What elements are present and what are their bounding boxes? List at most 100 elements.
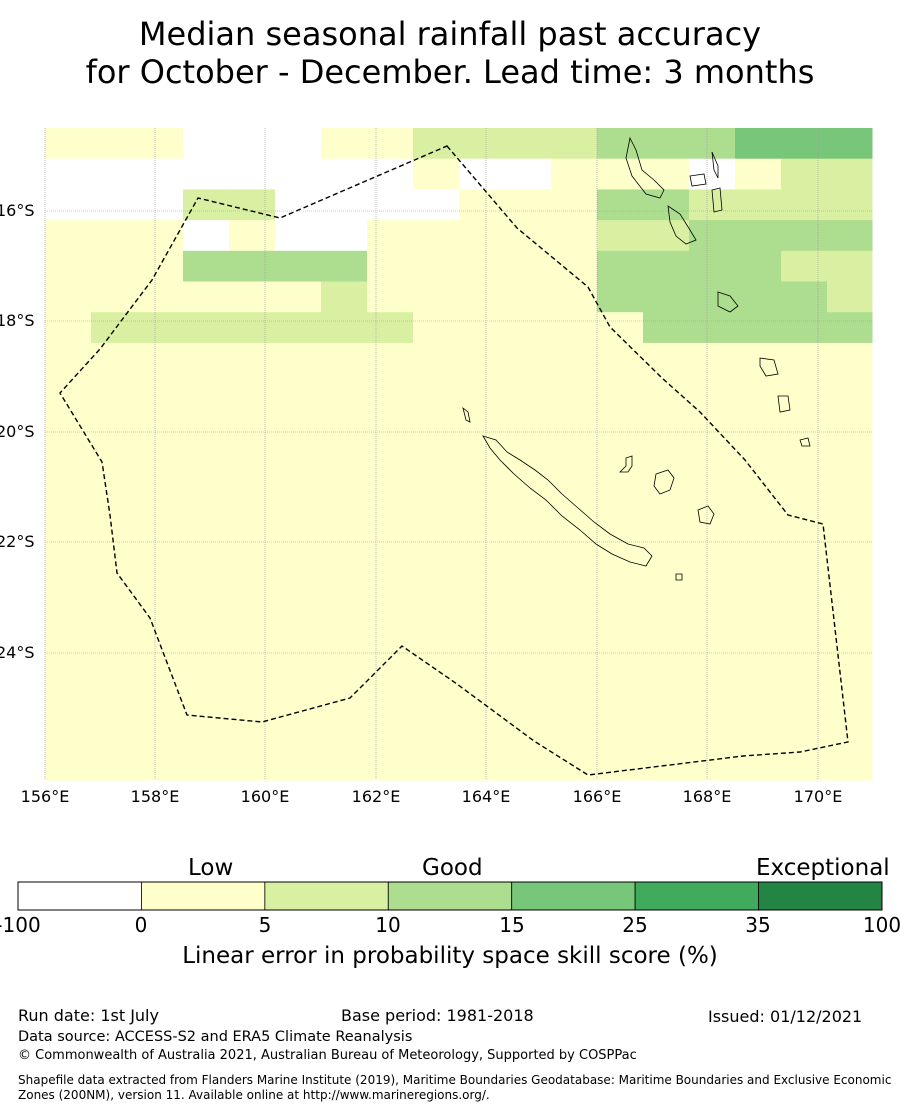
skill-cell (229, 619, 276, 651)
skill-cell (229, 465, 276, 497)
skill-cell (505, 649, 552, 682)
skill-cell (735, 649, 782, 682)
skill-cell (229, 496, 276, 528)
skill-cell (551, 496, 598, 528)
skill-cell (827, 435, 873, 467)
skill-cell (643, 649, 690, 682)
skill-cell (367, 742, 414, 774)
skill-cell (413, 772, 460, 781)
skill-cell (91, 373, 138, 405)
skill-cell (275, 250, 322, 282)
skill-cell (781, 557, 828, 589)
skill-cell (597, 649, 644, 682)
skill-cell (781, 649, 828, 682)
skill-cell (137, 158, 184, 190)
skill-cell (827, 711, 873, 743)
skill-cell (367, 220, 414, 252)
skill-cell (551, 404, 598, 436)
skill-cell (505, 128, 552, 160)
skill-cell (413, 404, 460, 436)
skill-cell (91, 312, 138, 344)
skill-cell (275, 189, 322, 221)
skill-cell (183, 588, 230, 620)
skill-cell (459, 250, 506, 282)
skill-cell (597, 128, 644, 160)
skill-cell (183, 711, 230, 743)
skill-cell (45, 772, 92, 781)
skill-cell (827, 588, 873, 620)
skill-cell (413, 312, 460, 344)
skill-cell (275, 588, 322, 620)
skill-cell (551, 557, 598, 589)
skill-cell (643, 342, 690, 375)
skill-cell (689, 527, 736, 559)
skill-cell (505, 711, 552, 743)
skill-cell (413, 189, 460, 221)
colorbar-segment (141, 881, 266, 911)
skill-cell (367, 711, 414, 743)
skill-cell (735, 680, 782, 712)
skill-cell (367, 404, 414, 436)
skill-cell (45, 435, 92, 467)
tick-5: 5 (258, 913, 272, 937)
skill-cell (459, 404, 506, 436)
pentecost-island (711, 151, 719, 179)
skill-cell (505, 680, 552, 712)
skill-cell (597, 588, 644, 620)
skill-cell (367, 281, 414, 313)
skill-cell (229, 342, 276, 375)
skill-cell (413, 281, 460, 313)
skill-cell (781, 588, 828, 620)
skill-cell (275, 772, 322, 781)
skill-cell (321, 312, 368, 344)
skill-cell (827, 772, 873, 781)
skill-cell (643, 588, 690, 620)
skill-cell (505, 435, 552, 467)
skill-cell (643, 557, 690, 589)
skill-cell (597, 220, 644, 252)
skill-cell (459, 619, 506, 651)
skill-cell (45, 742, 92, 774)
skill-cell (321, 250, 368, 282)
skill-cell (367, 465, 414, 497)
skill-cell (781, 342, 828, 375)
skill-cell (827, 312, 873, 344)
skill-cell (643, 527, 690, 559)
skill-cell (735, 158, 782, 190)
skill-cell (137, 772, 184, 781)
skill-cell (643, 496, 690, 528)
skill-cell (597, 281, 644, 313)
skill-cell (45, 527, 92, 559)
skill-cell (413, 465, 460, 497)
skill-cell (413, 250, 460, 282)
skill-cell (229, 281, 276, 313)
skill-cell (689, 465, 736, 497)
skill-cell (735, 619, 782, 651)
skill-cell (689, 373, 736, 405)
skill-cell (275, 435, 322, 467)
skill-cell (229, 772, 276, 781)
skill-cell (321, 742, 368, 774)
skill-cell (735, 220, 782, 252)
skill-cell (505, 496, 552, 528)
tick-35: 35 (745, 913, 771, 937)
skill-cell (735, 465, 782, 497)
skill-cell (229, 711, 276, 743)
skill-cell (735, 128, 782, 160)
skill-cell (137, 496, 184, 528)
skill-cell (321, 342, 368, 375)
skill-cell (551, 158, 598, 190)
skill-cell (643, 742, 690, 774)
base-period: Base period: 1981-2018 (341, 1006, 534, 1025)
skill-cell (183, 772, 230, 781)
new-caledonia-island (482, 435, 653, 567)
skill-cell (229, 312, 276, 344)
skill-cell (45, 649, 92, 682)
skill-cell (505, 342, 552, 375)
skill-cell (781, 404, 828, 436)
map-title-line2: for October - December. Lead time: 3 mon… (85, 53, 815, 91)
skill-cell (689, 220, 736, 252)
skill-cell (505, 158, 552, 190)
skill-cell (367, 772, 414, 781)
ouvea-island (619, 455, 633, 473)
